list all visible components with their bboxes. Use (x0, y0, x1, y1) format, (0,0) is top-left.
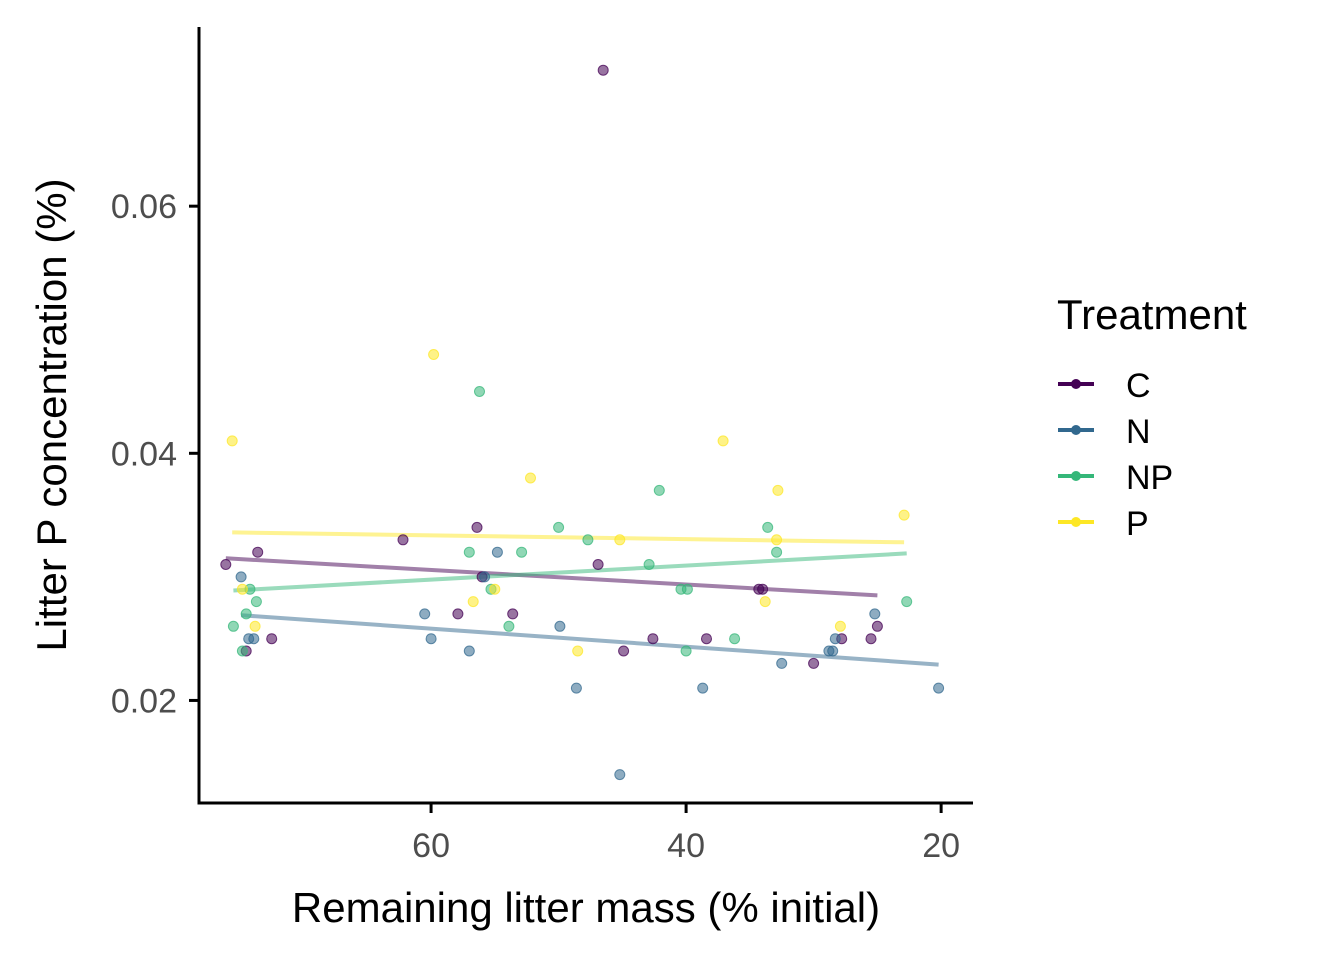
y-axis-title: Litter P concentration (%) (28, 178, 75, 651)
legend-key-point-c (1071, 379, 1081, 389)
point-n-10 (614, 769, 626, 781)
point-p-7 (572, 645, 584, 657)
point-np-10 (553, 521, 565, 533)
legend-key-point-n (1071, 425, 1081, 435)
point-c-16 (808, 657, 820, 669)
point-c-13 (701, 633, 712, 645)
point-c-4 (397, 534, 409, 546)
point-p-4 (467, 596, 479, 608)
point-np-13 (653, 484, 665, 496)
point-np-6 (474, 386, 485, 397)
point-np-11 (582, 534, 594, 546)
fit-line-n (240, 613, 939, 667)
x-tick-label-2: 20 (922, 827, 960, 865)
point-p-13 (834, 620, 846, 632)
point-n-11 (697, 682, 709, 694)
point-np-1 (236, 645, 248, 657)
point-n-3 (419, 608, 431, 620)
point-p-14 (898, 509, 910, 521)
point-n-7 (479, 571, 491, 583)
point-p-1 (236, 583, 248, 595)
point-p-9 (717, 435, 729, 447)
point-np-4 (250, 596, 262, 608)
point-c-10 (597, 64, 609, 76)
data-points (220, 64, 945, 781)
point-np-2 (240, 608, 252, 620)
point-n-9 (570, 682, 582, 694)
point-p-2 (249, 620, 261, 632)
point-np-5 (463, 546, 475, 558)
y-tick-label-2: 0.06 (111, 188, 177, 226)
point-p-12 (771, 534, 783, 546)
point-n-16 (869, 608, 881, 620)
point-n-14 (827, 645, 839, 657)
point-n-5 (463, 645, 475, 657)
point-n-2 (248, 633, 260, 645)
y-tick-label-0: 0.02 (111, 682, 177, 720)
point-np-9 (516, 546, 528, 558)
point-n-17 (933, 682, 945, 694)
fit-line-c (225, 556, 878, 598)
legend: Treatment CN NP P (1057, 291, 1247, 543)
point-c-15 (757, 583, 769, 595)
point-c-12 (647, 633, 659, 645)
fit-line-np (233, 551, 907, 593)
y-tick-label-1: 0.04 (111, 435, 177, 473)
point-np-0 (227, 620, 239, 632)
point-p-6 (525, 472, 536, 484)
legend-label-n: N (1126, 413, 1151, 451)
point-c-0 (220, 559, 232, 570)
fit-lines (225, 530, 939, 667)
x-tick-label-0: 60 (412, 827, 450, 865)
x-axis-title: Remaining litter mass (% initial) (292, 884, 880, 931)
point-np-18 (762, 521, 774, 533)
point-n-15 (829, 633, 841, 645)
legend-label-c: C (1126, 367, 1151, 405)
point-n-6 (491, 546, 503, 558)
point-np-17 (729, 633, 741, 645)
point-np-20 (901, 596, 913, 608)
point-np-19 (771, 546, 783, 558)
point-c-8 (507, 608, 519, 620)
point-n-0 (235, 571, 247, 583)
fit-line-p (232, 530, 905, 545)
point-p-3 (428, 349, 440, 360)
point-n-8 (554, 620, 566, 632)
point-c-6 (471, 521, 483, 533)
point-n-12 (776, 657, 788, 669)
point-c-5 (452, 608, 464, 620)
point-np-15 (681, 583, 693, 595)
point-n-4 (425, 633, 437, 645)
point-c-19 (871, 620, 883, 632)
x-tick-label-1: 40 (667, 827, 705, 865)
legend-title: Treatment (1057, 291, 1247, 338)
point-c-9 (592, 559, 604, 570)
legend-key-point-p (1071, 517, 1081, 527)
point-c-2 (266, 633, 278, 645)
point-p-11 (772, 484, 784, 496)
legend-key-point-np (1071, 471, 1081, 481)
point-np-16 (680, 645, 692, 657)
point-c-18 (865, 633, 877, 645)
legend-label-p: P (1126, 505, 1149, 543)
axis-ticks: 60 40 20 0.02 0.04 0.06 (111, 188, 960, 865)
point-p-0 (226, 435, 238, 447)
point-p-10 (759, 596, 771, 608)
legend-label-np: NP (1126, 459, 1173, 497)
point-p-5 (489, 583, 501, 595)
point-p-8 (614, 534, 626, 546)
point-c-1 (252, 546, 264, 558)
point-np-8 (503, 620, 515, 632)
point-np-12 (643, 559, 655, 570)
point-c-11 (618, 645, 630, 657)
